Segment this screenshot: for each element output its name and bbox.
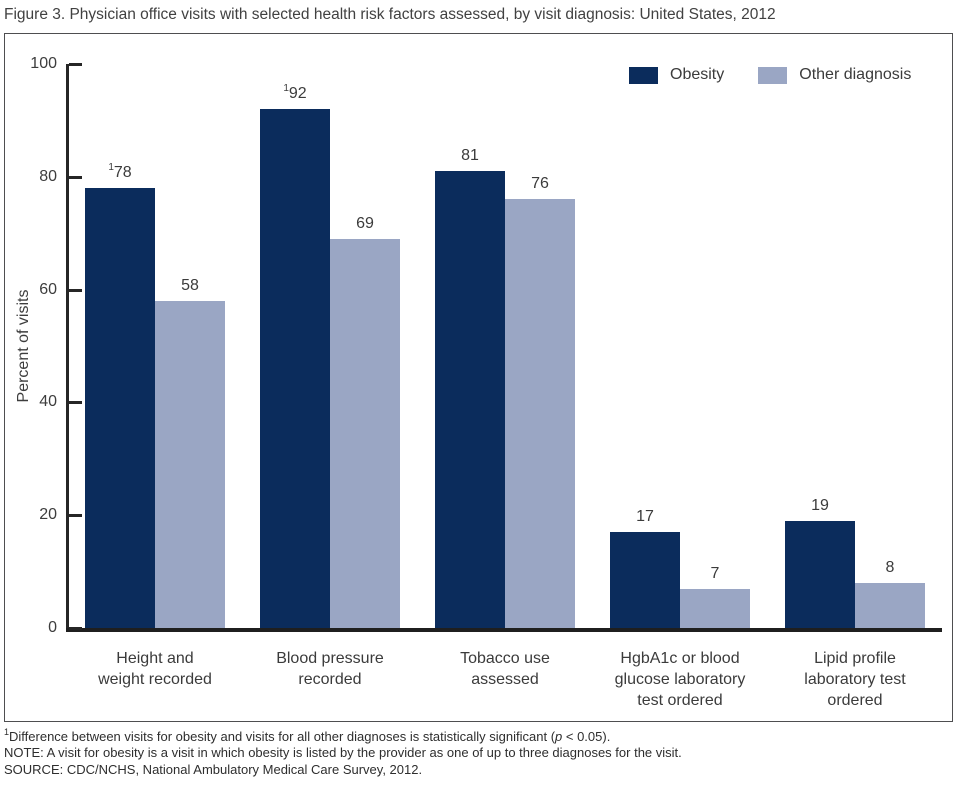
y-tick-label: 60 [39, 281, 57, 298]
y-tick-label: 0 [48, 619, 57, 636]
y-axis-title: Percent of visits [15, 289, 32, 403]
y-tick [69, 401, 82, 404]
y-tick-label: 40 [39, 393, 57, 410]
obesity-swatch-icon [629, 66, 658, 84]
figure-title: Figure 3. Physician office visits with s… [4, 6, 776, 23]
bar-value-label: 8 [885, 559, 895, 576]
bar-value-label: 58 [181, 277, 199, 294]
bar-value-label: 192 [283, 82, 307, 102]
legend: Obesity Other diagnosis [629, 63, 911, 87]
other-diagnosis-swatch-icon [758, 66, 788, 84]
footnote-superscript: 1 [4, 726, 10, 737]
legend-item-obesity: Obesity [629, 66, 724, 84]
y-tick [69, 63, 82, 66]
bar-value-label: 7 [710, 565, 720, 582]
bar-value-label: 81 [461, 147, 479, 164]
legend-item-other-diagnosis: Other diagnosis [758, 66, 911, 84]
bar-value-label: 76 [531, 175, 549, 192]
bar-value-label: 69 [356, 215, 374, 232]
y-tick [69, 627, 82, 630]
value-superscript: 1 [108, 161, 114, 173]
category-label: Height and weight recorded [98, 650, 212, 688]
y-tick [69, 289, 82, 292]
category-label: Tobacco use assessed [460, 650, 550, 688]
y-tick [69, 514, 82, 517]
bar [330, 239, 400, 628]
footnote-source: SOURCE: CDC/NCHS, National Ambulatory Me… [4, 761, 423, 777]
bar [505, 199, 575, 628]
bar [435, 171, 505, 628]
footnote-note: NOTE: A visit for obesity is a visit in … [4, 745, 682, 761]
category-label: Blood pressure recorded [276, 650, 384, 688]
bar-value-label: 178 [108, 161, 132, 181]
bar [680, 589, 750, 628]
y-axis-line [66, 64, 69, 632]
legend-label: Obesity [670, 66, 725, 83]
bar-value-label: 17 [636, 508, 654, 525]
y-tick [69, 176, 82, 179]
bar [785, 521, 855, 628]
y-tick-label: 20 [39, 506, 57, 523]
bar-value-label: 19 [811, 497, 829, 514]
bar [85, 188, 155, 628]
category-label: HgbA1c or blood glucose laboratory test … [614, 650, 746, 709]
y-tick-label: 100 [30, 55, 57, 72]
bar [610, 532, 680, 628]
footnotes: 1Difference between visits for obesity a… [4, 726, 682, 778]
y-tick-label: 80 [39, 168, 57, 185]
category-label: Lipid profile laboratory test ordered [804, 650, 906, 709]
x-axis-line [66, 628, 942, 632]
value-superscript: 1 [283, 82, 289, 94]
chart-frame: Percent of visits Obesity Other diagnosi… [4, 33, 953, 722]
footnote-significance: 1Difference between visits for obesity a… [4, 726, 611, 744]
legend-label: Other diagnosis [799, 66, 912, 83]
bar [855, 583, 925, 628]
bar [260, 109, 330, 628]
bar [155, 301, 225, 628]
